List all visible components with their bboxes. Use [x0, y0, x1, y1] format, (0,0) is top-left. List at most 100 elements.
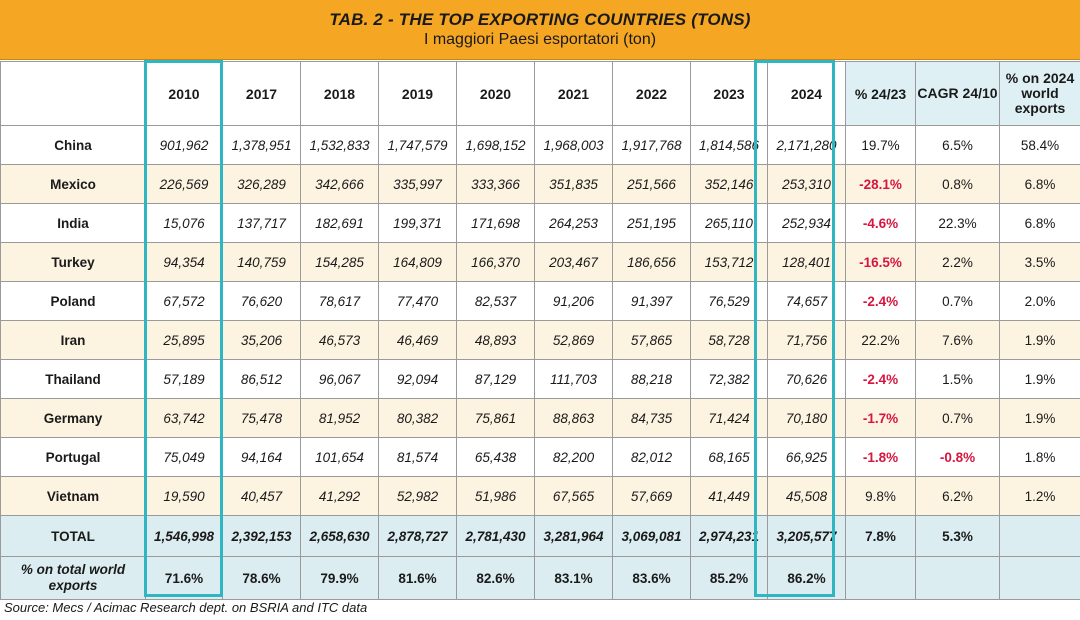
- header-2024: 2024: [767, 61, 846, 126]
- value-2023: 352,146: [690, 164, 768, 204]
- header-2010: 2010: [145, 61, 223, 126]
- value-2021: 351,835: [534, 164, 613, 204]
- total-world-share: [999, 515, 1080, 557]
- value-2023: 76,529: [690, 281, 768, 321]
- value-2010: 15,076: [145, 203, 223, 243]
- country-name: Mexico: [0, 164, 146, 204]
- value-2022: 57,865: [612, 320, 691, 360]
- share-empty-1: [845, 556, 916, 600]
- exporting-countries-table: 2010 2017 2018 2019 2020 2021 2022 2023 …: [0, 61, 1080, 600]
- value-2017: 140,759: [222, 242, 301, 282]
- total-pct-24-23: 7.8%: [845, 515, 916, 557]
- header-cagr: CAGR 24/10: [915, 61, 1000, 126]
- pct-24-23: -1.8%: [845, 437, 916, 477]
- share-2019: 81.6%: [378, 556, 457, 600]
- pct-24-23: 22.2%: [845, 320, 916, 360]
- value-2017: 35,206: [222, 320, 301, 360]
- value-2010: 94,354: [145, 242, 223, 282]
- value-2018: 182,691: [300, 203, 379, 243]
- world-share: 6.8%: [999, 203, 1080, 243]
- value-2021: 88,863: [534, 398, 613, 438]
- value-2023: 265,110: [690, 203, 768, 243]
- total-cagr: 5.3%: [915, 515, 1000, 557]
- value-2019: 164,809: [378, 242, 457, 282]
- value-2019: 199,371: [378, 203, 457, 243]
- value-2023: 72,382: [690, 359, 768, 399]
- value-2010: 901,962: [145, 125, 223, 165]
- value-2022: 88,218: [612, 359, 691, 399]
- value-2024: 128,401: [767, 242, 846, 282]
- pct-24-23: 19.7%: [845, 125, 916, 165]
- value-2019: 46,469: [378, 320, 457, 360]
- header-country: [0, 61, 146, 126]
- table-row: Thailand 57,189 86,512 96,067 92,094 87,129 11…: [0, 359, 1080, 399]
- value-2021: 52,869: [534, 320, 613, 360]
- header-2019: 2019: [378, 61, 457, 126]
- world-share: 1.9%: [999, 359, 1080, 399]
- value-2024: 45,508: [767, 476, 846, 516]
- country-name: Vietnam: [0, 476, 146, 516]
- country-name: India: [0, 203, 146, 243]
- table-title-bar: TAB. 2 - THE TOP EXPORTING COUNTRIES (TO…: [0, 0, 1080, 60]
- value-2022: 251,195: [612, 203, 691, 243]
- cagr-24-10: 0.7%: [915, 281, 1000, 321]
- value-2022: 57,669: [612, 476, 691, 516]
- value-2020: 51,986: [456, 476, 535, 516]
- value-2010: 75,049: [145, 437, 223, 477]
- world-share: 1.9%: [999, 320, 1080, 360]
- source-note: Source: Mecs / Acimac Research dept. on …: [4, 600, 368, 615]
- header-2017: 2017: [222, 61, 301, 126]
- cagr-24-10: 0.7%: [915, 398, 1000, 438]
- value-2021: 203,467: [534, 242, 613, 282]
- value-2024: 252,934: [767, 203, 846, 243]
- table-row: Mexico 226,569 326,289 342,666 335,997 333,36…: [0, 164, 1080, 204]
- pct-24-23: -2.4%: [845, 359, 916, 399]
- total-2021: 3,281,964: [534, 515, 613, 557]
- share-2017: 78.6%: [222, 556, 301, 600]
- value-2024: 2,171,280: [767, 125, 846, 165]
- value-2022: 84,735: [612, 398, 691, 438]
- value-2018: 154,285: [300, 242, 379, 282]
- value-2024: 74,657: [767, 281, 846, 321]
- value-2019: 1,747,579: [378, 125, 457, 165]
- value-2017: 86,512: [222, 359, 301, 399]
- world-share: 1.2%: [999, 476, 1080, 516]
- table-subtitle: I maggiori Paesi esportatori (ton): [423, 31, 657, 48]
- total-row: TOTAL 1,546,998 2,392,153 2,658,630 2,878,72…: [0, 515, 1080, 557]
- country-name: Iran: [0, 320, 146, 360]
- value-2019: 52,982: [378, 476, 457, 516]
- value-2010: 19,590: [145, 476, 223, 516]
- value-2021: 1,968,003: [534, 125, 613, 165]
- cagr-24-10: 1.5%: [915, 359, 1000, 399]
- value-2024: 71,756: [767, 320, 846, 360]
- value-2019: 81,574: [378, 437, 457, 477]
- value-2018: 41,292: [300, 476, 379, 516]
- country-name: Germany: [0, 398, 146, 438]
- value-2019: 92,094: [378, 359, 457, 399]
- world-share: 2.0%: [999, 281, 1080, 321]
- value-2021: 91,206: [534, 281, 613, 321]
- cagr-24-10: 7.6%: [915, 320, 1000, 360]
- pct-24-23: 9.8%: [845, 476, 916, 516]
- share-label: % on total world exports: [0, 556, 146, 600]
- share-2018: 79.9%: [300, 556, 379, 600]
- pct-24-23: -16.5%: [845, 242, 916, 282]
- country-name: Thailand: [0, 359, 146, 399]
- value-2022: 186,656: [612, 242, 691, 282]
- share-2021: 83.1%: [534, 556, 613, 600]
- value-2020: 333,366: [456, 164, 535, 204]
- value-2017: 76,620: [222, 281, 301, 321]
- pct-24-23: -4.6%: [845, 203, 916, 243]
- share-2024: 86.2%: [767, 556, 846, 600]
- share-empty-3: [999, 556, 1080, 600]
- total-2010: 1,546,998: [145, 515, 223, 557]
- value-2023: 153,712: [690, 242, 768, 282]
- value-2019: 80,382: [378, 398, 457, 438]
- value-2024: 253,310: [767, 164, 846, 204]
- header-row: 2010 2017 2018 2019 2020 2021 2022 2023 …: [0, 61, 1080, 126]
- value-2018: 81,952: [300, 398, 379, 438]
- table-row: Portugal 75,049 94,164 101,654 81,574 65,438 8…: [0, 437, 1080, 477]
- value-2018: 1,532,833: [300, 125, 379, 165]
- table-row: China 901,962 1,378,951 1,532,833 1,747,579 1…: [0, 125, 1080, 165]
- cagr-24-10: 22.3%: [915, 203, 1000, 243]
